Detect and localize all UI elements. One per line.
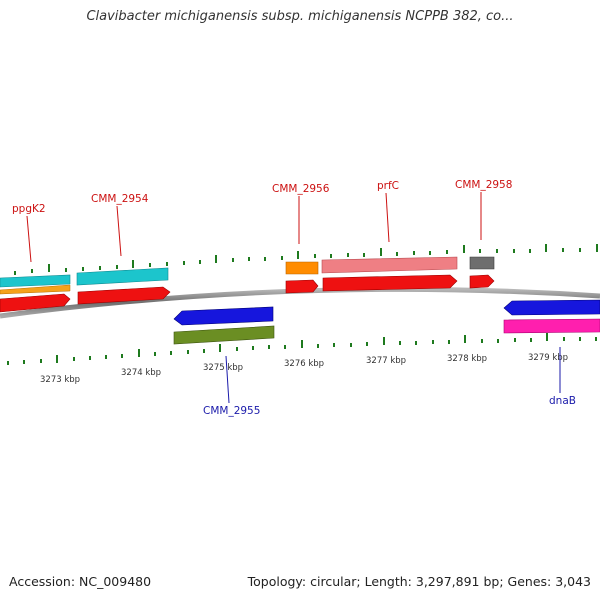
upper-tick-row — [14, 244, 598, 275]
gene-label-cmm-2954[interactable]: CMM_2954 — [91, 193, 149, 205]
lower-tick-row — [7, 333, 597, 365]
gene-cmm-2956-cds[interactable] — [285, 279, 319, 294]
gene-cmm-2958-cds[interactable] — [469, 274, 495, 289]
gene-ppgk2-cds[interactable] — [0, 293, 71, 313]
gene-label-cmm-2955[interactable]: CMM_2955 — [203, 405, 260, 417]
scale-label-3276: 3276 kbp — [284, 359, 324, 369]
gene-cmm-2958-upper-feature[interactable] — [469, 256, 495, 270]
gene-label-cmm-2956[interactable]: CMM_2956 — [272, 183, 330, 195]
gene-prfc-cds[interactable] — [322, 274, 458, 292]
scale-label-3275: 3275 kbp — [203, 363, 243, 373]
gene-cmm-2954-cds[interactable] — [77, 286, 171, 305]
scale-label-3277: 3277 kbp — [366, 356, 406, 366]
bottom-label-leaders — [225, 347, 561, 404]
gene-cmm-2955-cds[interactable] — [173, 306, 274, 326]
gene-cmm-2954-feature[interactable] — [76, 267, 169, 286]
gene-dnab-lower-feature[interactable] — [503, 318, 600, 334]
gene-ppgk2-feature[interactable] — [0, 274, 71, 288]
gene-label-prfc[interactable]: prfC — [377, 180, 399, 192]
gene-label-cmm-2958[interactable]: CMM_2958 — [455, 179, 512, 191]
scale-label-3274: 3274 kbp — [121, 368, 161, 378]
scale-label-3279: 3279 kbp — [528, 353, 568, 363]
gene-dnab-cds[interactable] — [503, 299, 600, 316]
genome-summary-text: Topology: circular; Length: 3,297,891 bp… — [247, 574, 591, 589]
gene-label-ppgk2[interactable]: ppgK2 — [12, 203, 46, 215]
gene-cmm-2955-lower-feature[interactable] — [173, 325, 275, 345]
scale-label-3273: 3273 kbp — [40, 375, 80, 385]
gene-ppgk2-subtrack-feature[interactable] — [0, 284, 71, 295]
map-title: Clavibacter michiganensis subsp. michiga… — [86, 9, 514, 24]
gene-cmm-2956-upper-feature[interactable] — [285, 261, 319, 275]
gene-prfc-upper-feature[interactable] — [321, 256, 458, 274]
accession-text: Accession: NC_009480 — [9, 574, 152, 589]
scale-label-3278: 3278 kbp — [447, 354, 487, 364]
top-label-leaders — [26, 192, 482, 263]
gene-label-dnab[interactable]: dnaB — [549, 395, 576, 407]
